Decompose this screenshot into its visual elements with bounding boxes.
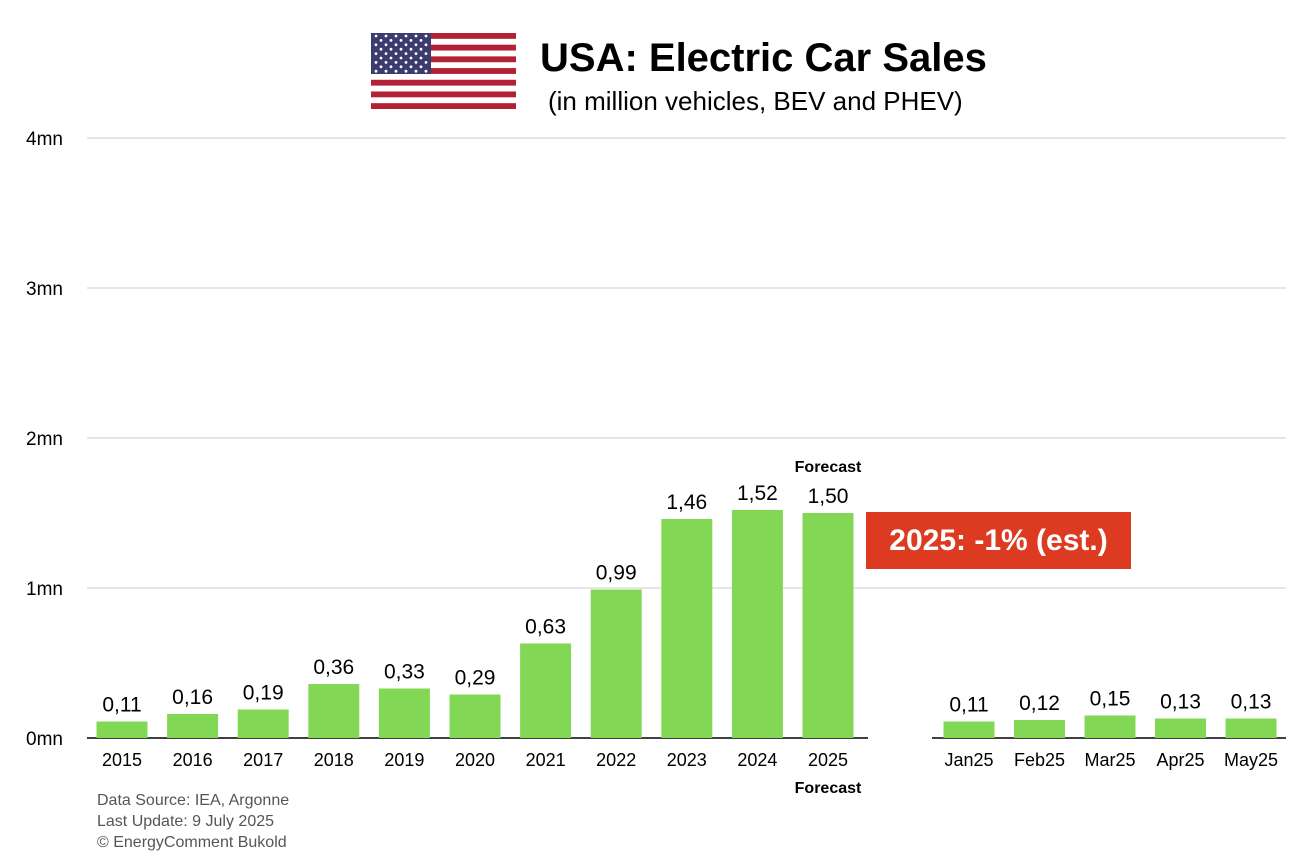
bar — [167, 714, 219, 738]
data-label: 0,13 — [1231, 691, 1272, 714]
data-label: 1,50 — [808, 485, 849, 508]
x-tick-label: Apr25 — [1156, 750, 1204, 770]
bar — [1155, 718, 1206, 738]
update-line: Last Update: 9 July 2025 — [97, 813, 275, 830]
y-tick-label: 0mn — [26, 729, 63, 750]
us-flag-icon — [371, 33, 516, 109]
data-label: 0,99 — [596, 562, 637, 585]
x-tick-label: 2017 — [243, 750, 283, 770]
data-label: 0,16 — [172, 686, 213, 709]
x-tick-label: Jan25 — [944, 750, 993, 770]
y-tick-label: 2mn — [26, 429, 63, 450]
x-tick-label: 2016 — [173, 750, 213, 770]
x-tick-label: 2020 — [455, 750, 495, 770]
data-label: 0,36 — [313, 656, 354, 679]
x-tick-label: 2023 — [667, 750, 707, 770]
x-tick-label: Mar25 — [1084, 750, 1135, 770]
source-line: Data Source: IEA, Argonne — [97, 792, 290, 809]
bar — [378, 688, 430, 738]
bar — [520, 643, 572, 738]
bar — [731, 510, 783, 738]
data-label: 0,13 — [1160, 691, 1201, 714]
data-label: 0,63 — [525, 616, 566, 639]
x-tick-label: May25 — [1224, 750, 1278, 770]
forecast-annotation: Forecast — [795, 459, 862, 476]
page-subtitle: (in million vehicles, BEV and PHEV) — [548, 86, 963, 116]
data-label: 0,15 — [1090, 688, 1131, 711]
bar — [1084, 715, 1136, 738]
data-label: 0,33 — [384, 661, 425, 684]
bar — [943, 721, 995, 738]
data-label: 0,11 — [102, 694, 141, 717]
data-label: 1,46 — [666, 491, 707, 514]
x-tick-label: 2018 — [314, 750, 354, 770]
page-title: USA: Electric Car Sales — [540, 36, 987, 80]
x-tick-label: 2021 — [526, 750, 566, 770]
data-label: 0,11 — [949, 694, 988, 717]
bar — [802, 513, 854, 738]
data-label: 1,52 — [737, 482, 778, 505]
x-tick-label: Feb25 — [1014, 750, 1065, 770]
y-tick-label: 1mn — [26, 579, 63, 600]
x-tick-label: 2022 — [596, 750, 636, 770]
forecast-annotation: Forecast — [795, 780, 862, 797]
bar — [590, 589, 642, 738]
x-tick-label: 2015 — [102, 750, 142, 770]
data-label: 0,19 — [243, 682, 284, 705]
bar — [96, 721, 148, 738]
data-label: 0,29 — [455, 667, 496, 690]
bar — [237, 709, 289, 738]
bar — [308, 684, 360, 738]
bar — [1014, 720, 1065, 738]
x-tick-label: 2019 — [384, 750, 424, 770]
change-callout-badge: 2025: -1% (est.) — [866, 512, 1131, 569]
data-label: 0,12 — [1019, 692, 1060, 715]
bar — [1225, 718, 1277, 738]
bar — [661, 519, 713, 738]
x-tick-label: 2025 — [808, 750, 848, 770]
y-tick-label: 4mn — [26, 129, 63, 150]
bar — [449, 694, 501, 738]
source-note: Data Source: IEA, Argonne Last Update: 9… — [97, 790, 289, 853]
x-tick-label: 2024 — [737, 750, 777, 770]
copyright-line: © EnergyComment Bukold — [97, 834, 287, 851]
y-tick-label: 3mn — [26, 279, 63, 300]
